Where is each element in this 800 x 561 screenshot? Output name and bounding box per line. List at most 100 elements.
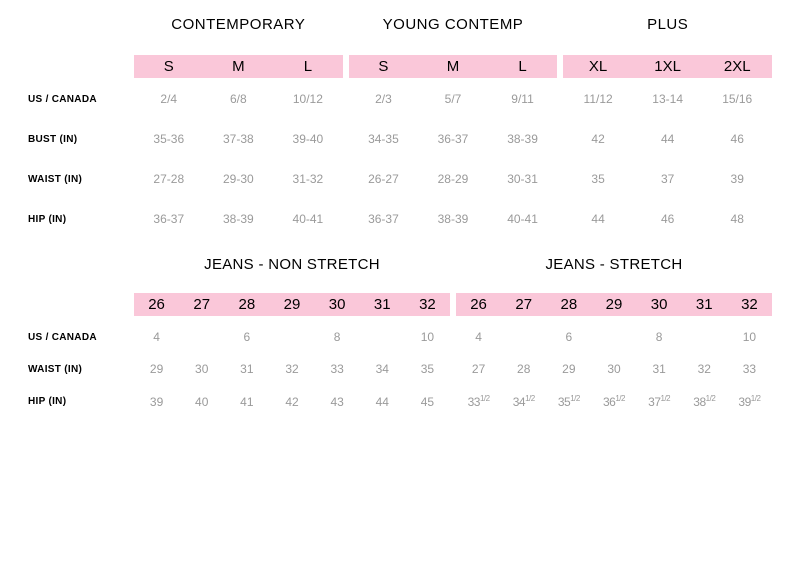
row-label: BUST (IN) [28, 134, 128, 145]
data-cell: 36-37 [418, 132, 488, 146]
size-group-contemporary: S M L [134, 55, 343, 78]
data-cell: 44 [360, 395, 405, 409]
row-label: US / CANADA [28, 94, 128, 105]
data-cell: 31-32 [273, 172, 343, 186]
data-group: 27282930313233 [456, 362, 772, 376]
size-cell: 30 [637, 293, 682, 316]
group-header-contemporary: CONTEMPORARY [134, 10, 343, 45]
size-cell: S [349, 55, 419, 78]
data-cell: 371/2 [637, 394, 682, 409]
data-cell: 38-39 [204, 212, 274, 226]
data-group: 2/35/79/11 [349, 92, 558, 106]
size-cell: 32 [727, 293, 772, 316]
group-header-jeans-non-stretch: JEANS - NON STRETCH [134, 252, 450, 283]
data-cell: 45 [405, 395, 450, 409]
data-cell: 33 [727, 362, 772, 376]
data-cell: 35 [405, 362, 450, 376]
data-cell: 32 [269, 362, 314, 376]
data-cell: 28-29 [418, 172, 488, 186]
data-cell: 40-41 [488, 212, 558, 226]
data-cell: 39 [134, 395, 179, 409]
data-group: 46810 [456, 330, 772, 344]
data-cell: 10 [727, 330, 772, 344]
data-group: 331/2341/2351/2361/2371/2381/2391/2 [456, 394, 772, 409]
size-cell: 27 [501, 293, 546, 316]
size-group-jeans-stretch: 26272829303132 [456, 293, 772, 316]
data-group: 444648 [563, 212, 772, 226]
data-cell [682, 330, 727, 344]
size-cell: 26 [456, 293, 501, 316]
data-cell: 29-30 [204, 172, 274, 186]
jeans-size-chart: JEANS - NON STRETCH JEANS - STRETCH 2627… [28, 252, 772, 409]
data-group: 29303132333435 [134, 362, 450, 376]
data-cell: 6 [546, 330, 591, 344]
data-cell: 351/2 [546, 394, 591, 409]
data-cell: 11/12 [563, 92, 633, 106]
size-cell: 29 [591, 293, 636, 316]
table-row: US / CANADA 2/46/810/12 2/35/79/11 11/1213-… [28, 92, 772, 106]
data-cell: 391/2 [727, 394, 772, 409]
data-cell: 43 [315, 395, 360, 409]
table-row: US / CANADA4681046810 [28, 330, 772, 344]
data-cell: 44 [633, 132, 703, 146]
data-cell: 39 [702, 172, 772, 186]
data-cell: 39-40 [273, 132, 343, 146]
data-cell: 37 [633, 172, 703, 186]
size-cell: 28 [224, 293, 269, 316]
data-cell: 381/2 [682, 394, 727, 409]
data-cell: 9/11 [488, 92, 558, 106]
data-cell: 42 [269, 395, 314, 409]
data-cell: 4 [456, 330, 501, 344]
data-cell: 36-37 [349, 212, 419, 226]
table-row: HIP (IN)39404142434445331/2341/2351/2361… [28, 394, 772, 409]
data-cell: 28 [501, 362, 546, 376]
data-cell: 13-14 [633, 92, 703, 106]
data-group: 2/46/810/12 [134, 92, 343, 106]
data-cell: 31 [224, 362, 269, 376]
data-cell [360, 330, 405, 344]
data-cell: 341/2 [501, 394, 546, 409]
data-cell [501, 330, 546, 344]
row-label: US / CANADA [28, 332, 128, 343]
data-cell: 38-39 [418, 212, 488, 226]
size-group-jeans-non-stretch: 26272829303132 [134, 293, 450, 316]
size-cell: 31 [360, 293, 405, 316]
data-cell: 32 [682, 362, 727, 376]
size-group-plus: XL 1XL 2XL [563, 55, 772, 78]
data-group: 424446 [563, 132, 772, 146]
data-group: 36-3738-3940-41 [134, 212, 343, 226]
data-cell: 27-28 [134, 172, 204, 186]
data-group: 353739 [563, 172, 772, 186]
data-cell: 29 [546, 362, 591, 376]
size-cell: XL [563, 55, 633, 78]
size-cell: 27 [179, 293, 224, 316]
data-cell: 331/2 [456, 394, 501, 409]
size-group-young-contemp: S M L [349, 55, 558, 78]
size-cell: 29 [269, 293, 314, 316]
data-cell [269, 330, 314, 344]
top-size-chart: CONTEMPORARY YOUNG CONTEMP PLUS S M L S … [28, 10, 772, 226]
size-cell: L [273, 55, 343, 78]
data-cell: 42 [563, 132, 633, 146]
size-cell: S [134, 55, 204, 78]
data-cell: 8 [315, 330, 360, 344]
data-group: 11/1213-1415/16 [563, 92, 772, 106]
size-cell: L [488, 55, 558, 78]
row-label: HIP (IN) [28, 214, 128, 225]
data-group: 36-3738-3940-41 [349, 212, 558, 226]
table-row: WAIST (IN) 27-2829-3031-32 26-2728-2930-31… [28, 172, 772, 186]
data-group: 26-2728-2930-31 [349, 172, 558, 186]
data-cell: 40 [179, 395, 224, 409]
row-label: WAIST (IN) [28, 364, 128, 375]
size-cell: 32 [405, 293, 450, 316]
table-row: BUST (IN)35-3637-3839-4034-3536-3738-394… [28, 132, 772, 146]
group-header-plus: PLUS [563, 10, 772, 45]
row-label: WAIST (IN) [28, 174, 128, 185]
size-cell: 1XL [633, 55, 703, 78]
size-cell: 2XL [702, 55, 772, 78]
data-cell: 41 [224, 395, 269, 409]
data-cell: 30 [179, 362, 224, 376]
data-cell: 38-39 [488, 132, 558, 146]
data-cell: 29 [134, 362, 179, 376]
data-cell: 361/2 [591, 394, 636, 409]
